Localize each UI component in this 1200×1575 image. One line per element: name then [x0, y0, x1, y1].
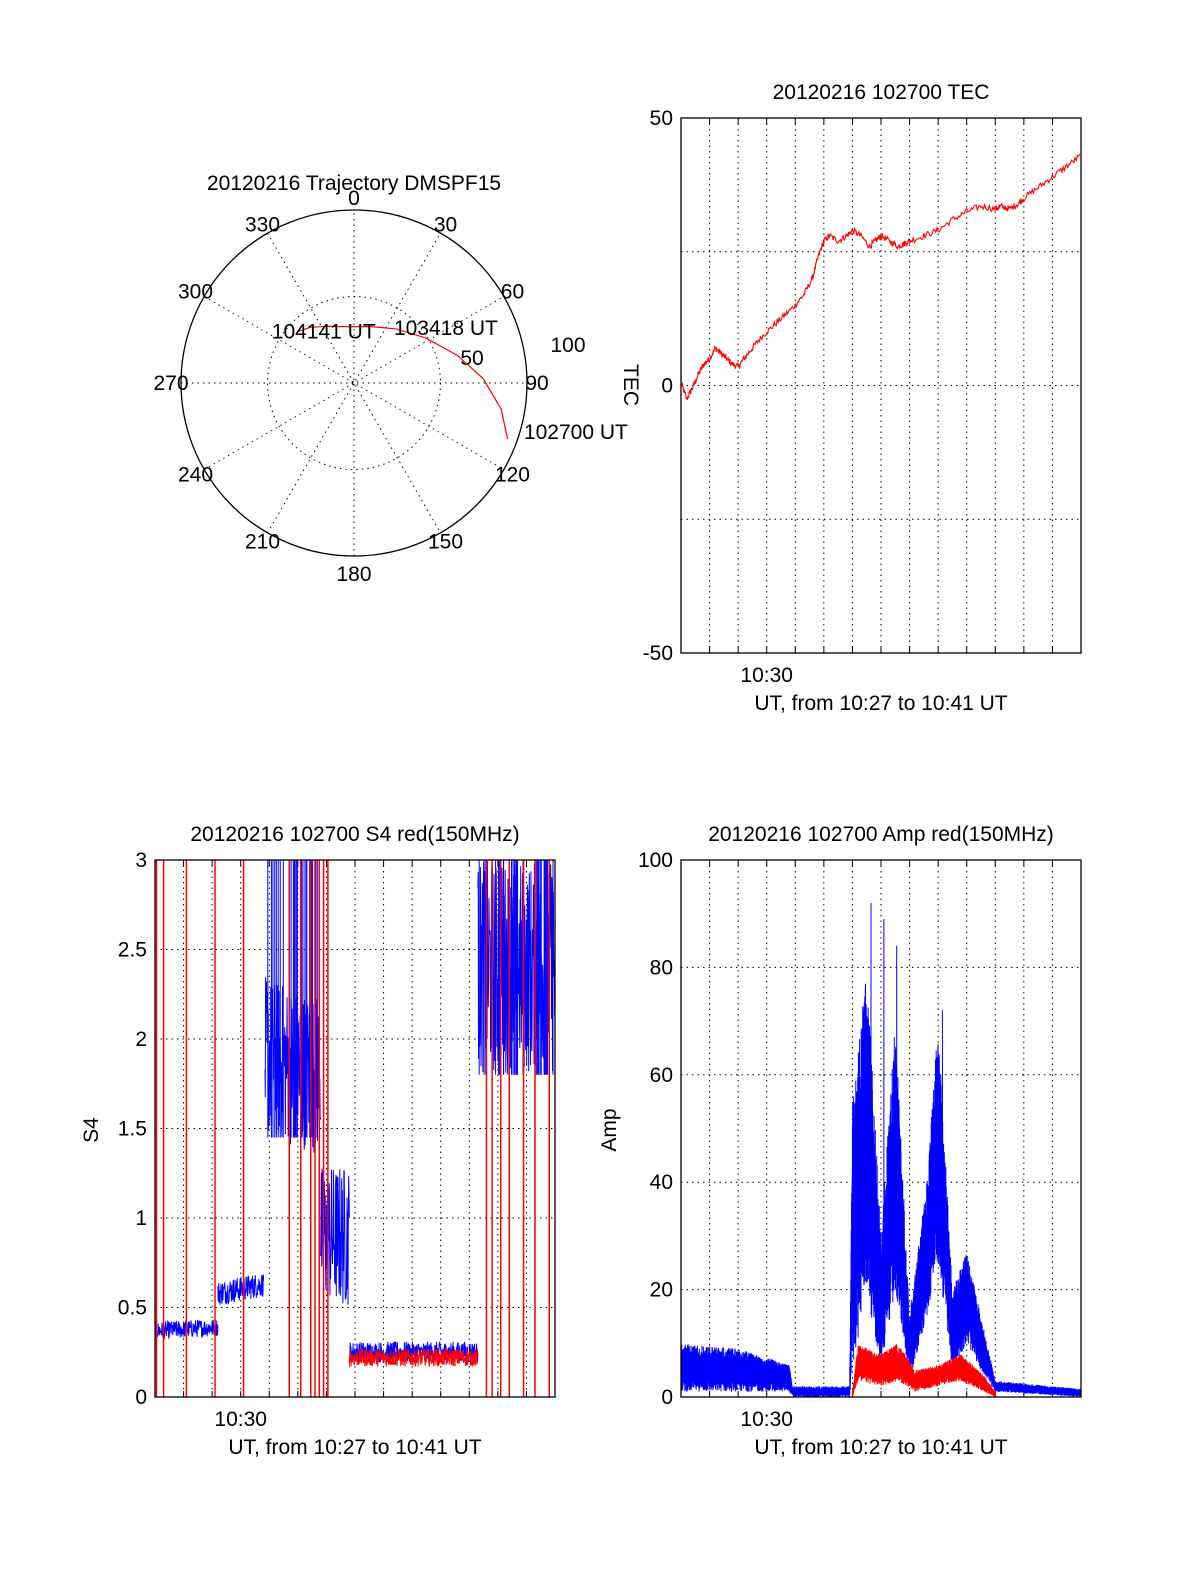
polar-azimuth-label: 180 [336, 563, 371, 586]
s4-ytick-label: 1 [135, 1207, 147, 1230]
polar-azimuth-label: 210 [245, 530, 280, 553]
s4-series-line [217, 1274, 265, 1305]
amp-ytick-label: 20 [650, 1279, 673, 1302]
polar-azimuth-label: 90 [525, 372, 548, 395]
polar-trajectory-annotation: 104141 UT [272, 321, 376, 344]
polar-title: 20120216 Trajectory DMSPF15 [207, 172, 501, 195]
amp-ytick-label: 40 [650, 1171, 673, 1194]
amp-xlabel: UT, from 10:27 to 10:41 UT [754, 1436, 1007, 1459]
tec-ytick-label: -50 [643, 642, 673, 665]
polar-azimuth-label: 60 [501, 281, 524, 304]
tec-title: 20120216 102700 TEC [773, 81, 990, 104]
polar-azimuth-label: 30 [434, 214, 457, 237]
polar-spoke [267, 232, 441, 534]
polar-azimuth-label: 270 [153, 372, 188, 395]
amp-ytick-label: 80 [650, 956, 673, 979]
polar-azimuth-label: 330 [245, 214, 280, 237]
polar-trajectory-annotation: 103418 UT [394, 317, 498, 340]
polar-azimuth-label: 300 [178, 281, 213, 304]
amp-title: 20120216 102700 Amp red(150MHz) [708, 823, 1054, 846]
polar-azimuth-label: 240 [178, 464, 213, 487]
s4-ylabel: S4 [80, 1117, 103, 1143]
polar-azimuth-label: 120 [495, 464, 530, 487]
tec-xtick-label: 10:30 [740, 664, 793, 687]
s4-ytick-label: 1.5 [118, 1118, 147, 1141]
s4-ytick-label: 2.5 [118, 939, 147, 962]
amp-ytick-label: 60 [650, 1064, 673, 1087]
amp-ytick-label: 100 [638, 849, 673, 872]
s4-ytick-label: 3 [135, 849, 147, 872]
polar-trajectory-annotation: 102700 UT [524, 421, 628, 444]
s4-plot-frame [154, 859, 556, 1398]
s4-series-line [320, 1168, 350, 1305]
amp-series-red [851, 1344, 996, 1397]
polar-azimuth-label: 150 [428, 530, 463, 553]
polar-radius-label: 50 [460, 347, 483, 370]
polar-trajectory-line [296, 325, 509, 440]
amp-ylabel: Amp [598, 1108, 621, 1151]
polar-azimuth-label: 0 [348, 187, 360, 210]
tec-xlabel: UT, from 10:27 to 10:41 UT [754, 692, 1007, 715]
amp-plot-frame [680, 859, 1082, 1398]
polar-outer-circle [180, 209, 528, 557]
tec-ytick-label: 0 [661, 375, 673, 398]
s4-title: 20120216 102700 S4 red(150MHz) [190, 823, 519, 846]
tec-ylabel: TEC [619, 364, 642, 406]
s4-ytick-label: 2 [135, 1028, 147, 1051]
s4-ytick-label: 0 [135, 1386, 147, 1409]
polar-radius-label: 100 [550, 334, 585, 357]
s4-xtick-label: 10:30 [214, 1408, 267, 1431]
amp-xtick-label: 10:30 [740, 1408, 793, 1431]
s4-series-line [348, 1348, 479, 1368]
s4-ytick-label: 0.5 [118, 1297, 147, 1320]
s4-xlabel: UT, from 10:27 to 10:41 UT [228, 1436, 481, 1459]
polar-spoke [267, 232, 441, 534]
amp-ytick-label: 0 [661, 1386, 673, 1409]
tec-series-line [680, 153, 1081, 401]
tec-plot-frame [680, 117, 1082, 654]
tec-ytick-label: 50 [650, 107, 673, 130]
